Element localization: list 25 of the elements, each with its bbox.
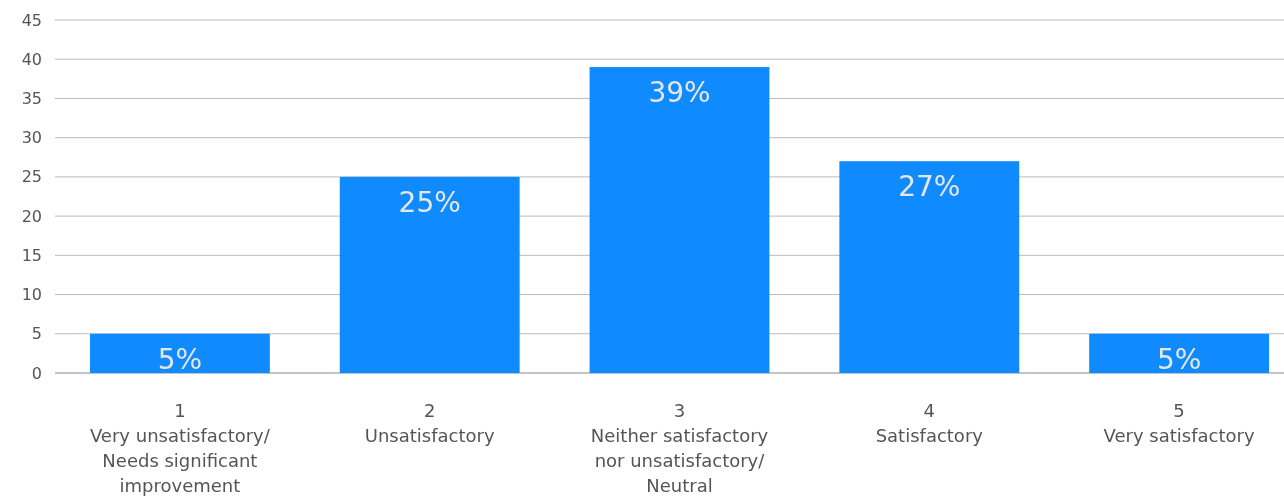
data-label: 5% xyxy=(1156,342,1202,376)
y-tick-label: 40 xyxy=(21,49,42,69)
y-tick-label: 0 xyxy=(31,363,42,383)
y-tick-label: 15 xyxy=(21,245,42,265)
x-tick-label: 3 Neither satisfactory nor unsatisfactory/ Neutral xyxy=(590,400,769,496)
x-tick-label: 5 Very satisfactory xyxy=(1103,400,1255,446)
y-tick-label: 35 xyxy=(21,89,42,109)
bar xyxy=(589,67,770,373)
bar xyxy=(839,161,1020,373)
y-tick-label: 10 xyxy=(21,285,42,305)
y-tick-label: 5 xyxy=(31,324,42,344)
x-tick-label: 4 Satisfactory xyxy=(875,400,984,446)
bar xyxy=(89,333,270,373)
y-tick-label: 25 xyxy=(21,167,42,187)
y-tick-label: 30 xyxy=(21,128,42,148)
bar xyxy=(339,176,520,373)
data-label: 27% xyxy=(898,170,961,204)
x-tick-label: 1 Very unsatisfactory/ Needs significant improvement xyxy=(89,400,271,496)
x-tick-label: 2 Unsatisfactory xyxy=(364,400,495,446)
data-label: 39% xyxy=(648,76,711,110)
y-tick-label: 45 xyxy=(21,10,42,30)
y-tick-label: 20 xyxy=(21,206,42,226)
data-label: 25% xyxy=(398,185,461,219)
data-label: 5% xyxy=(157,342,203,376)
bar xyxy=(1089,333,1270,373)
